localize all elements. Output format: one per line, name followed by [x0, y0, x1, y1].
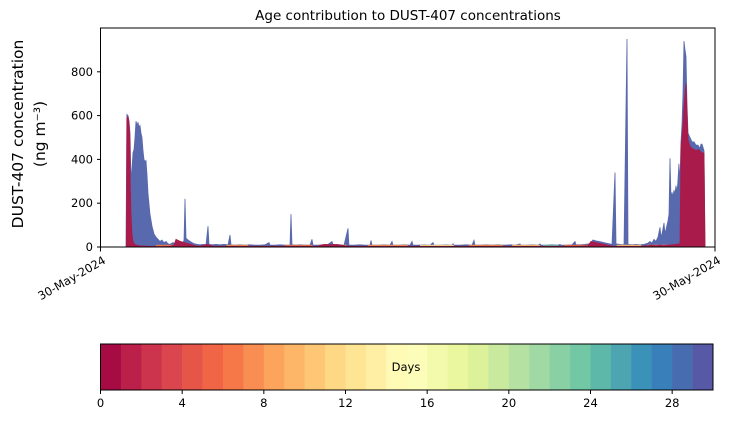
colorbar-tick-label: 8	[260, 396, 267, 410]
y-tick-label: 400	[71, 152, 93, 166]
colorbar-axis: 0 4 8 12 16 20 24 28	[97, 390, 680, 410]
colorbar-segment	[406, 344, 428, 390]
y-tick-label: 600	[71, 109, 93, 123]
colorbar-segment	[570, 344, 591, 390]
colorbar-segment	[325, 344, 346, 390]
colorbar-segment	[610, 344, 632, 390]
colorbar-segment	[529, 344, 550, 390]
y-tick-label: 800	[71, 65, 93, 79]
mid-age-baseline-strip	[542, 244, 559, 247]
colorbar-segment	[202, 344, 224, 390]
mid-age-baseline-strip	[367, 244, 408, 247]
colorbar-segment	[651, 344, 673, 390]
colorbar-segment	[590, 344, 612, 390]
colorbar-segments	[100, 344, 714, 390]
colorbar-segment	[223, 344, 244, 390]
mid-age-baseline-strip	[616, 244, 642, 247]
x-axis	[100, 247, 716, 252]
colorbar-segment	[447, 344, 469, 390]
colorbar-segment	[692, 344, 714, 390]
colorbar-tick-label: 28	[665, 396, 680, 410]
y-axis: 0 200 400 600 800	[71, 65, 101, 254]
axes-border	[100, 27, 716, 248]
colorbar-segment	[672, 344, 693, 390]
colorbar-segment	[549, 344, 571, 390]
mid-age-baseline-strip	[420, 244, 454, 247]
mid-age-baseline-strip	[284, 244, 313, 247]
y-tick-label: 0	[86, 240, 93, 254]
colorbar-tick-label: 24	[583, 396, 598, 410]
colorbar-segment	[182, 344, 203, 390]
young-age-area	[125, 83, 706, 248]
mid-age-baseline-strip	[469, 244, 503, 247]
mid-age-baseline-strip	[226, 244, 248, 247]
colorbar-tick-label: 16	[420, 396, 435, 410]
colorbar-segment	[488, 344, 510, 390]
colorbar-tick-label: 0	[97, 396, 104, 410]
colorbar-segment	[243, 344, 265, 390]
colorbar-segment	[100, 344, 122, 390]
colorbar-segment	[508, 344, 530, 390]
colorbar-tick-label: 12	[338, 396, 353, 410]
colorbar-segment	[120, 344, 142, 390]
mid-age-baseline-strip	[512, 244, 540, 247]
colorbar-segment	[345, 344, 367, 390]
y-axis-label: DUST-407 concentration (ng m⁻³)	[7, 0, 53, 284]
colorbar-tick-label: 4	[179, 396, 186, 410]
mid-age-baseline-strip	[564, 244, 593, 247]
y-axis-label-line2: (ng m⁻³)	[31, 100, 49, 168]
old-age-area	[125, 38, 706, 248]
colorbar-border	[100, 343, 714, 391]
colorbar-segment	[365, 344, 387, 390]
colorbar-segment	[427, 344, 448, 390]
y-axis-label-line1: DUST-407 concentration	[9, 39, 27, 229]
colorbar-segment	[386, 344, 408, 390]
colorbar-segment	[284, 344, 305, 390]
colorbar-tick-label: 20	[502, 396, 517, 410]
colorbar-label: Days	[392, 360, 421, 374]
chart-title: Age contribution to DUST-407 concentrati…	[255, 8, 561, 24]
colorbar-segment	[468, 344, 489, 390]
colorbar-segment	[263, 344, 285, 390]
colorbar-segment	[631, 344, 653, 390]
y-tick-label: 200	[71, 196, 93, 210]
colorbar-segment	[304, 344, 326, 390]
stacked-area-young-age-series	[125, 83, 706, 248]
colorbar-segment	[141, 344, 163, 390]
stacked-area-old-age-series	[125, 38, 706, 248]
colorbar-segment	[161, 344, 183, 390]
